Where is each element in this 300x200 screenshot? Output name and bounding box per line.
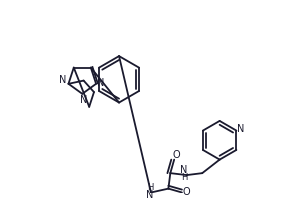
Text: N: N [97, 78, 105, 88]
Text: N: N [59, 75, 66, 85]
Text: N: N [180, 165, 188, 175]
Text: H: H [181, 173, 187, 182]
Text: N: N [146, 190, 154, 200]
Text: N: N [80, 95, 87, 105]
Text: H: H [147, 183, 153, 192]
Text: O: O [183, 187, 190, 197]
Text: O: O [172, 150, 180, 160]
Text: N: N [237, 124, 244, 134]
